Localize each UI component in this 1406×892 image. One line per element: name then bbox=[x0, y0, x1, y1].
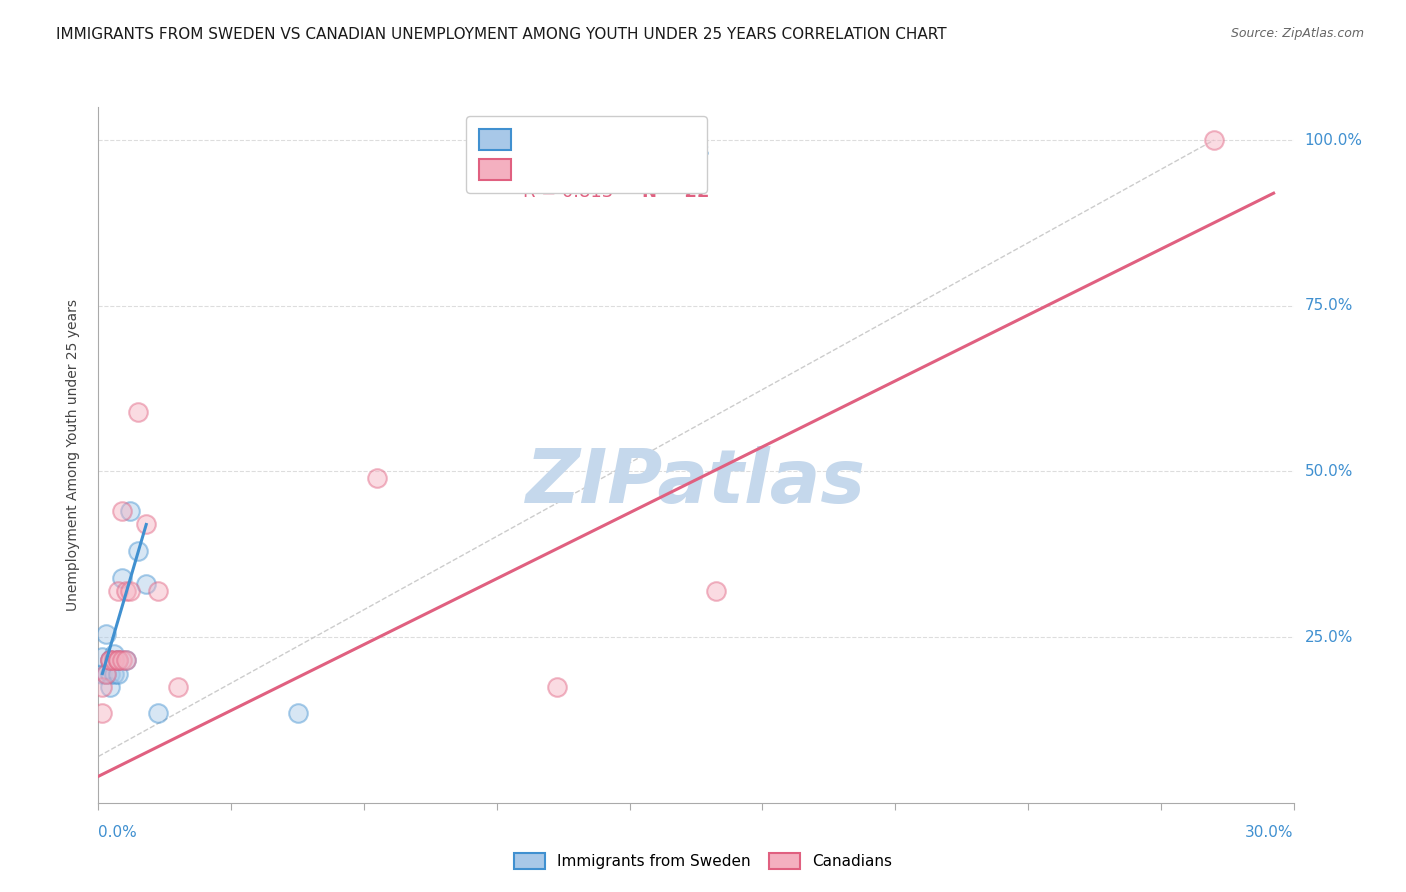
Legend:                               ,                               : , bbox=[465, 116, 707, 193]
Point bbox=[287, 706, 309, 721]
Point bbox=[120, 583, 142, 598]
Point bbox=[704, 583, 727, 598]
Point bbox=[127, 544, 149, 558]
Text: N = 18: N = 18 bbox=[643, 144, 710, 161]
Text: R = 0.459: R = 0.459 bbox=[523, 144, 613, 161]
Text: IMMIGRANTS FROM SWEDEN VS CANADIAN UNEMPLOYMENT AMONG YOUTH UNDER 25 YEARS CORRE: IMMIGRANTS FROM SWEDEN VS CANADIAN UNEMP… bbox=[56, 27, 946, 42]
Point bbox=[107, 666, 129, 681]
Point bbox=[135, 577, 157, 591]
Point bbox=[96, 666, 118, 681]
Point bbox=[91, 706, 114, 721]
Point bbox=[103, 653, 125, 667]
Point bbox=[111, 653, 134, 667]
Point bbox=[107, 653, 129, 667]
Point bbox=[127, 405, 149, 419]
Point bbox=[107, 583, 129, 598]
Point bbox=[366, 471, 388, 485]
Text: R = 0.813: R = 0.813 bbox=[523, 183, 613, 201]
Text: 0.0%: 0.0% bbox=[98, 825, 138, 840]
Point bbox=[98, 666, 122, 681]
Point bbox=[148, 583, 170, 598]
Text: 25.0%: 25.0% bbox=[1305, 630, 1353, 645]
Point bbox=[103, 647, 125, 661]
Point bbox=[115, 653, 138, 667]
Point bbox=[103, 666, 125, 681]
Point bbox=[96, 627, 118, 641]
Point bbox=[115, 653, 138, 667]
Point bbox=[135, 517, 157, 532]
Point bbox=[1202, 133, 1225, 147]
Point bbox=[148, 706, 170, 721]
Text: N = 22: N = 22 bbox=[643, 183, 710, 201]
Point bbox=[98, 653, 122, 667]
Text: 30.0%: 30.0% bbox=[1246, 825, 1294, 840]
Legend: Immigrants from Sweden, Canadians: Immigrants from Sweden, Canadians bbox=[508, 847, 898, 875]
Point bbox=[98, 653, 122, 667]
Point bbox=[107, 653, 129, 667]
Text: 100.0%: 100.0% bbox=[1305, 133, 1362, 148]
Point bbox=[91, 666, 114, 681]
Text: ZIPatlas: ZIPatlas bbox=[526, 446, 866, 519]
Point bbox=[546, 680, 568, 694]
Point bbox=[111, 504, 134, 518]
Point bbox=[98, 680, 122, 694]
Point bbox=[96, 666, 118, 681]
Point bbox=[120, 504, 142, 518]
Point bbox=[111, 570, 134, 584]
Point bbox=[91, 650, 114, 665]
Y-axis label: Unemployment Among Youth under 25 years: Unemployment Among Youth under 25 years bbox=[66, 299, 80, 611]
Point bbox=[167, 680, 190, 694]
Point bbox=[107, 653, 129, 667]
Text: 75.0%: 75.0% bbox=[1305, 298, 1353, 313]
Point bbox=[98, 653, 122, 667]
Text: 50.0%: 50.0% bbox=[1305, 464, 1353, 479]
Point bbox=[91, 680, 114, 694]
Point bbox=[115, 583, 138, 598]
Text: Source: ZipAtlas.com: Source: ZipAtlas.com bbox=[1230, 27, 1364, 40]
